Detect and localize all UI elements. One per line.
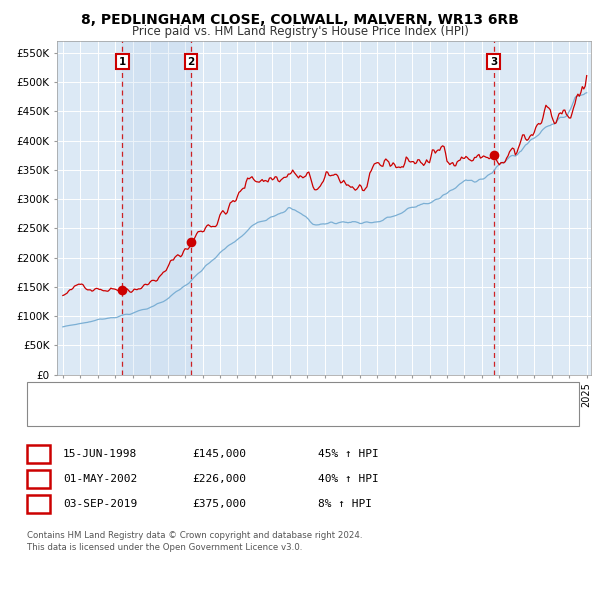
Text: 45% ↑ HPI: 45% ↑ HPI — [318, 450, 379, 459]
Text: 1: 1 — [35, 450, 42, 459]
Text: 1: 1 — [119, 57, 126, 67]
Text: 8, PEDLINGHAM CLOSE, COLWALL, MALVERN, WR13 6RB (detached house): 8, PEDLINGHAM CLOSE, COLWALL, MALVERN, W… — [66, 389, 437, 399]
Text: 3: 3 — [35, 499, 42, 509]
Text: 2: 2 — [35, 474, 42, 484]
Text: £226,000: £226,000 — [192, 474, 246, 484]
Bar — [122, 41, 191, 375]
Text: HPI: Average price, detached house, Herefordshire: HPI: Average price, detached house, Here… — [66, 409, 319, 418]
Text: £375,000: £375,000 — [192, 499, 246, 509]
Text: 01-MAY-2002: 01-MAY-2002 — [63, 474, 137, 484]
Text: Contains HM Land Registry data © Crown copyright and database right 2024.: Contains HM Land Registry data © Crown c… — [27, 531, 362, 540]
Text: This data is licensed under the Open Government Licence v3.0.: This data is licensed under the Open Gov… — [27, 543, 302, 552]
Text: 03-SEP-2019: 03-SEP-2019 — [63, 499, 137, 509]
Text: 8% ↑ HPI: 8% ↑ HPI — [318, 499, 372, 509]
Text: 8, PEDLINGHAM CLOSE, COLWALL, MALVERN, WR13 6RB: 8, PEDLINGHAM CLOSE, COLWALL, MALVERN, W… — [81, 13, 519, 27]
Text: Price paid vs. HM Land Registry's House Price Index (HPI): Price paid vs. HM Land Registry's House … — [131, 25, 469, 38]
Text: 3: 3 — [490, 57, 497, 67]
Text: 40% ↑ HPI: 40% ↑ HPI — [318, 474, 379, 484]
Text: 2: 2 — [187, 57, 194, 67]
Text: 15-JUN-1998: 15-JUN-1998 — [63, 450, 137, 459]
Text: £145,000: £145,000 — [192, 450, 246, 459]
